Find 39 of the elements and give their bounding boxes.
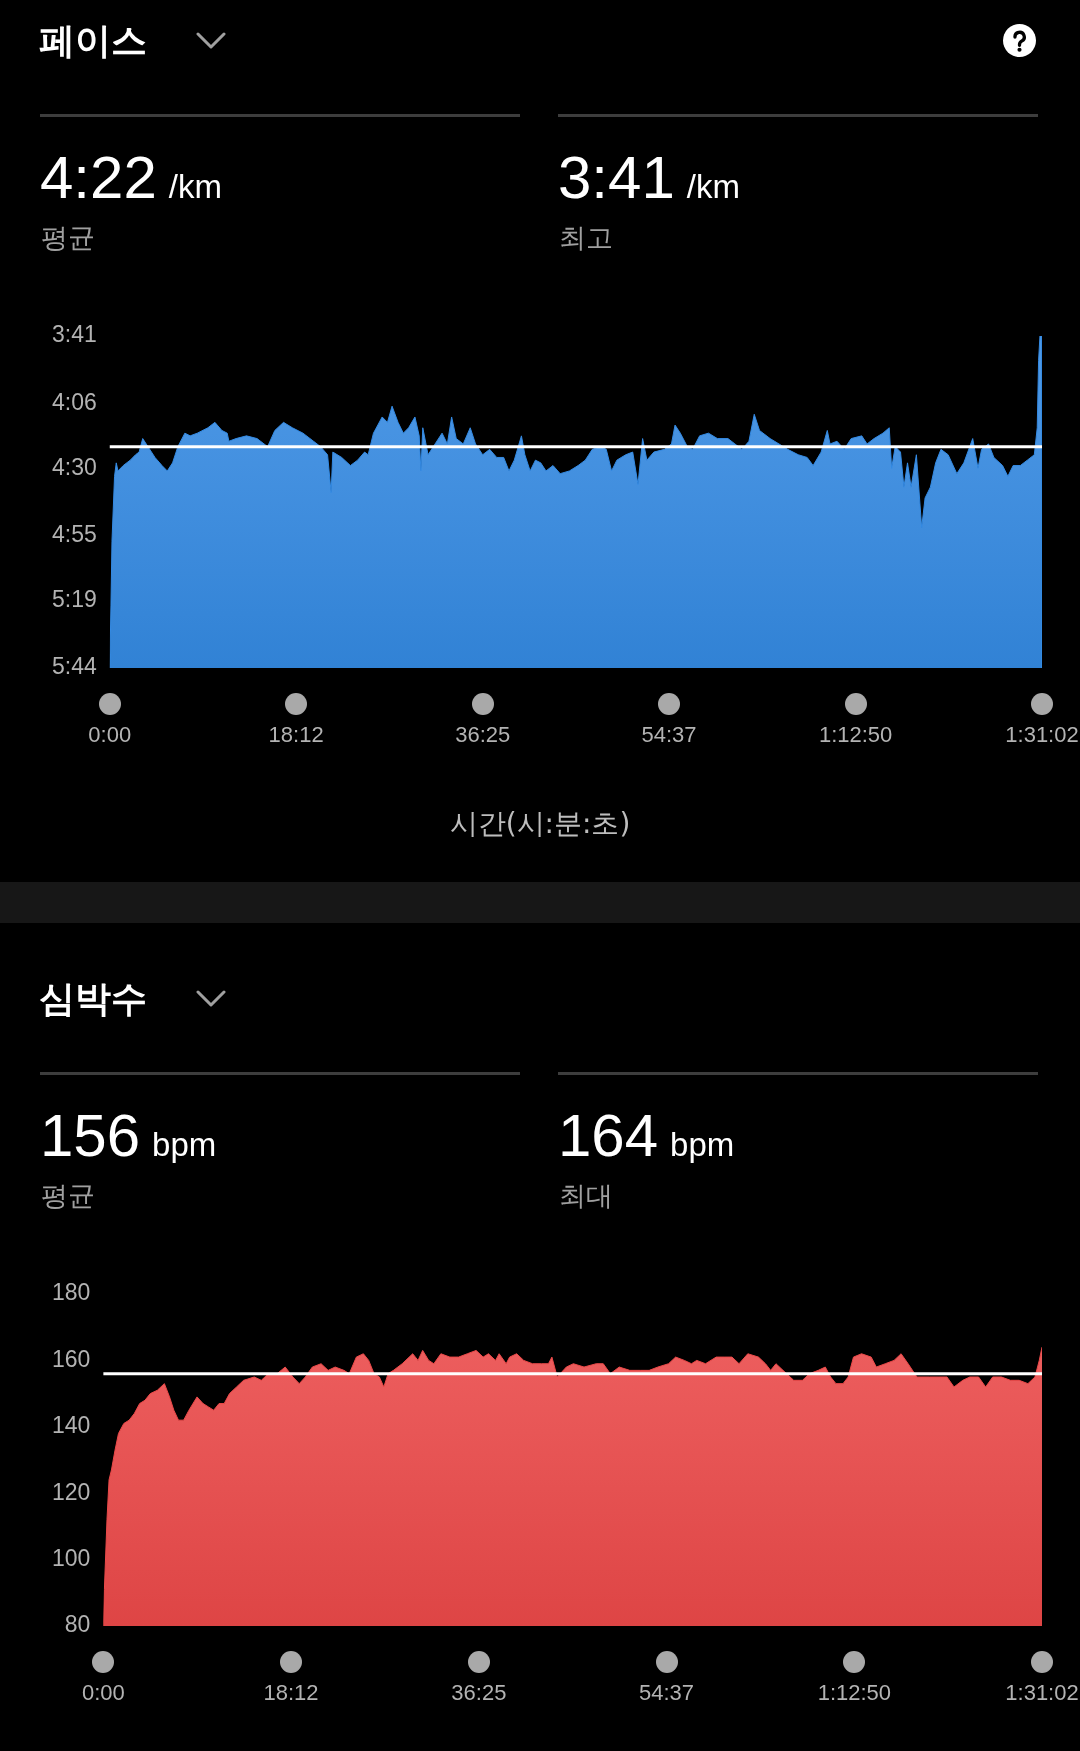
y-tick-label: 120 xyxy=(52,1478,91,1505)
y-tick-label: 160 xyxy=(52,1345,91,1372)
x-tick-label: 1:12:50 xyxy=(817,1680,892,1706)
x-tick-label: 0:00 xyxy=(81,1680,125,1706)
y-tick-label: 4:55 xyxy=(52,521,97,548)
y-tick-label: 3:41 xyxy=(52,321,97,348)
x-tick-label: 1:31:02 xyxy=(1005,1680,1079,1706)
text: 최고 xyxy=(559,222,613,253)
x-axis-title: 시간(시:분:초) xyxy=(448,807,632,841)
y-tick-label: 4:06 xyxy=(52,388,97,415)
text: 3:41 xyxy=(558,144,675,211)
text: 156 xyxy=(40,1102,141,1169)
x-tick-label: 1:12:50 xyxy=(818,722,893,748)
text: /km xyxy=(686,168,740,205)
x-tick-label: 18:12 xyxy=(263,1680,319,1706)
y-tick-label: 4:30 xyxy=(52,453,97,480)
y-tick-label: 100 xyxy=(52,1544,91,1571)
x-tick-label: 54:37 xyxy=(638,1680,695,1706)
text: 164 xyxy=(558,1102,659,1169)
y-tick-label: 5:19 xyxy=(52,585,97,612)
y-tick-label: 180 xyxy=(52,1279,91,1306)
x-tick-label: 0:00 xyxy=(88,722,132,748)
x-tick-label: 54:37 xyxy=(641,722,697,748)
y-tick-label: 5:44 xyxy=(52,653,97,680)
x-tick-label: 18:12 xyxy=(268,722,324,748)
x-tick-label: 1:31:02 xyxy=(1005,722,1079,748)
text: /km xyxy=(168,168,222,205)
x-tick-label: 36:25 xyxy=(455,722,511,748)
chart-title: 페이스 xyxy=(39,20,147,61)
text: 최대 xyxy=(559,1180,613,1211)
y-tick-label: 80 xyxy=(64,1611,91,1638)
text: 평균 xyxy=(41,222,95,253)
x-tick-label: 36:25 xyxy=(451,1680,507,1706)
text: 4:22 xyxy=(40,144,157,211)
y-tick-label: 140 xyxy=(52,1412,91,1439)
chart-title: 심박수 xyxy=(39,978,147,1019)
text: 평균 xyxy=(41,1180,95,1211)
text: bpm xyxy=(152,1126,217,1163)
text: bpm xyxy=(670,1126,735,1163)
